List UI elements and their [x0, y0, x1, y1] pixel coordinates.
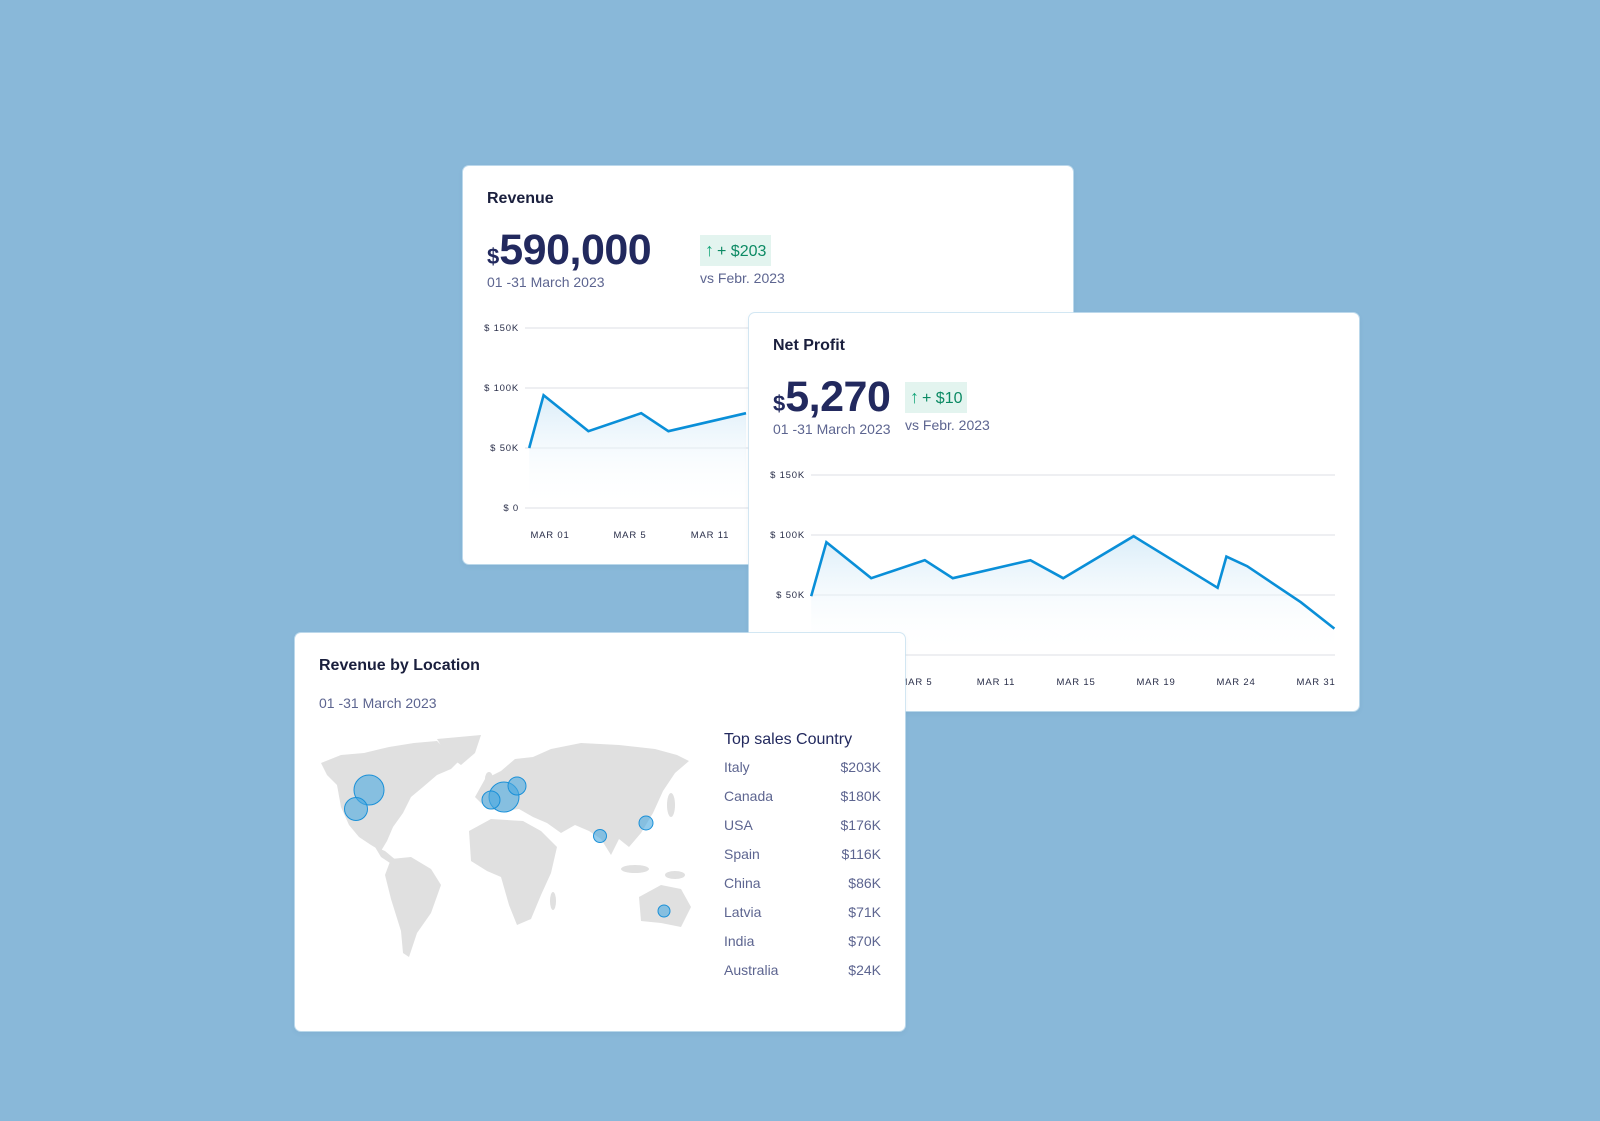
compare-label: vs Febr. 2023 — [905, 417, 990, 433]
y-tick-label: $ 100K — [770, 530, 805, 541]
x-tick-label: MAR 11 — [977, 677, 1015, 688]
period-label: 01 -31 March 2023 — [319, 695, 437, 711]
country-row: Spain $116K — [724, 840, 881, 869]
change-badge: ↑ + $203 — [700, 235, 772, 266]
y-tick-label: $ 50K — [776, 590, 805, 601]
country-name: Australia — [724, 962, 779, 978]
y-tick-label: $ 150K — [484, 323, 519, 334]
revenue-by-location-card: Revenue by Location 01 -31 March 2023 — [295, 633, 905, 1031]
period-label: 01 -31 March 2023 — [773, 421, 891, 437]
x-tick-label: MAR 11 — [691, 530, 729, 541]
arrow-up-icon: ↑ — [910, 387, 919, 407]
area-fill — [811, 536, 1335, 655]
compare-label: vs Febr. 2023 — [700, 270, 785, 286]
world-map — [321, 735, 691, 957]
card-title: Revenue by Location — [319, 657, 480, 674]
bubble-latvia[interactable] — [507, 776, 527, 796]
south-america — [385, 857, 441, 957]
uk — [485, 772, 493, 786]
x-tick-label: MAR 19 — [1136, 677, 1175, 688]
area-fill — [529, 395, 746, 508]
bubble-australia[interactable] — [657, 904, 671, 918]
x-tick-label: MAR 15 — [1056, 677, 1095, 688]
country-name: Latvia — [724, 904, 762, 920]
eurasia — [475, 743, 689, 855]
arrow-up-icon: ↑ — [705, 240, 714, 260]
country-row: Canada $180K — [724, 782, 881, 811]
madagascar — [550, 892, 556, 910]
country-row: Latvia $71K — [724, 898, 881, 927]
x-tick-label: MAR 01 — [530, 530, 569, 541]
country-row: USA $176K — [724, 811, 881, 840]
japan — [667, 793, 675, 817]
net-profit-value: $5,270 — [773, 373, 891, 422]
change-badge: ↑ + $10 — [905, 382, 968, 413]
country-value: $176K — [840, 817, 881, 833]
revenue-value: $590,000 — [487, 226, 652, 275]
indonesia — [621, 865, 649, 873]
y-tick-label: $ 50K — [490, 443, 519, 454]
country-value: $24K — [848, 962, 881, 978]
bubble-india[interactable] — [593, 829, 607, 843]
y-tick-label: $ 0 — [503, 503, 519, 514]
country-value: $71K — [848, 904, 881, 920]
revenue-bubbles — [344, 774, 671, 918]
card-title: Net Profit — [773, 337, 845, 354]
currency-symbol: $ — [773, 391, 786, 416]
country-value: $203K — [840, 759, 881, 775]
country-value: $86K — [848, 875, 881, 891]
map-land — [321, 735, 691, 957]
country-name: Italy — [724, 759, 750, 775]
top-sales-list: Top sales Country Italy $203K Canada $180K U… — [724, 731, 881, 985]
country-name: India — [724, 933, 755, 949]
country-row: Italy $203K — [724, 753, 881, 782]
new-guinea — [665, 871, 685, 879]
y-tick-label: $ 150K — [770, 470, 805, 481]
greenland — [437, 735, 481, 765]
country-row: Australia $24K — [724, 956, 881, 985]
series-line — [527, 392, 747, 449]
country-name: USA — [724, 817, 753, 833]
x-tick-label: MAR 5 — [613, 530, 646, 541]
country-name: Canada — [724, 788, 774, 804]
value-number: 5,270 — [785, 373, 891, 421]
africa — [469, 819, 557, 925]
y-tick-label: $ 100K — [484, 383, 519, 394]
country-row: China $86K — [724, 869, 881, 898]
change-value: + $203 — [717, 243, 767, 260]
country-value: $180K — [840, 788, 881, 804]
card-title: Revenue — [487, 190, 554, 207]
country-name: Spain — [724, 846, 760, 862]
country-value: $70K — [848, 933, 881, 949]
country-name: China — [724, 875, 761, 891]
value-number: 590,000 — [499, 226, 652, 274]
x-tick-label: MAR 5 — [899, 677, 932, 688]
bubble-canada[interactable] — [353, 774, 385, 806]
bubble-china[interactable] — [638, 815, 654, 831]
period-label: 01 -31 March 2023 — [487, 274, 605, 290]
currency-symbol: $ — [487, 244, 500, 269]
bubble-spain[interactable] — [481, 790, 501, 810]
country-value: $116K — [841, 846, 881, 862]
x-tick-label: MAR 31 — [1296, 677, 1335, 688]
country-row: India $70K — [724, 927, 881, 956]
north-america — [321, 741, 459, 851]
top-sales-heading: Top sales Country — [724, 731, 853, 748]
change-value: + $10 — [922, 390, 963, 407]
x-tick-label: MAR 24 — [1216, 677, 1255, 688]
bubble-usa[interactable] — [344, 797, 368, 821]
